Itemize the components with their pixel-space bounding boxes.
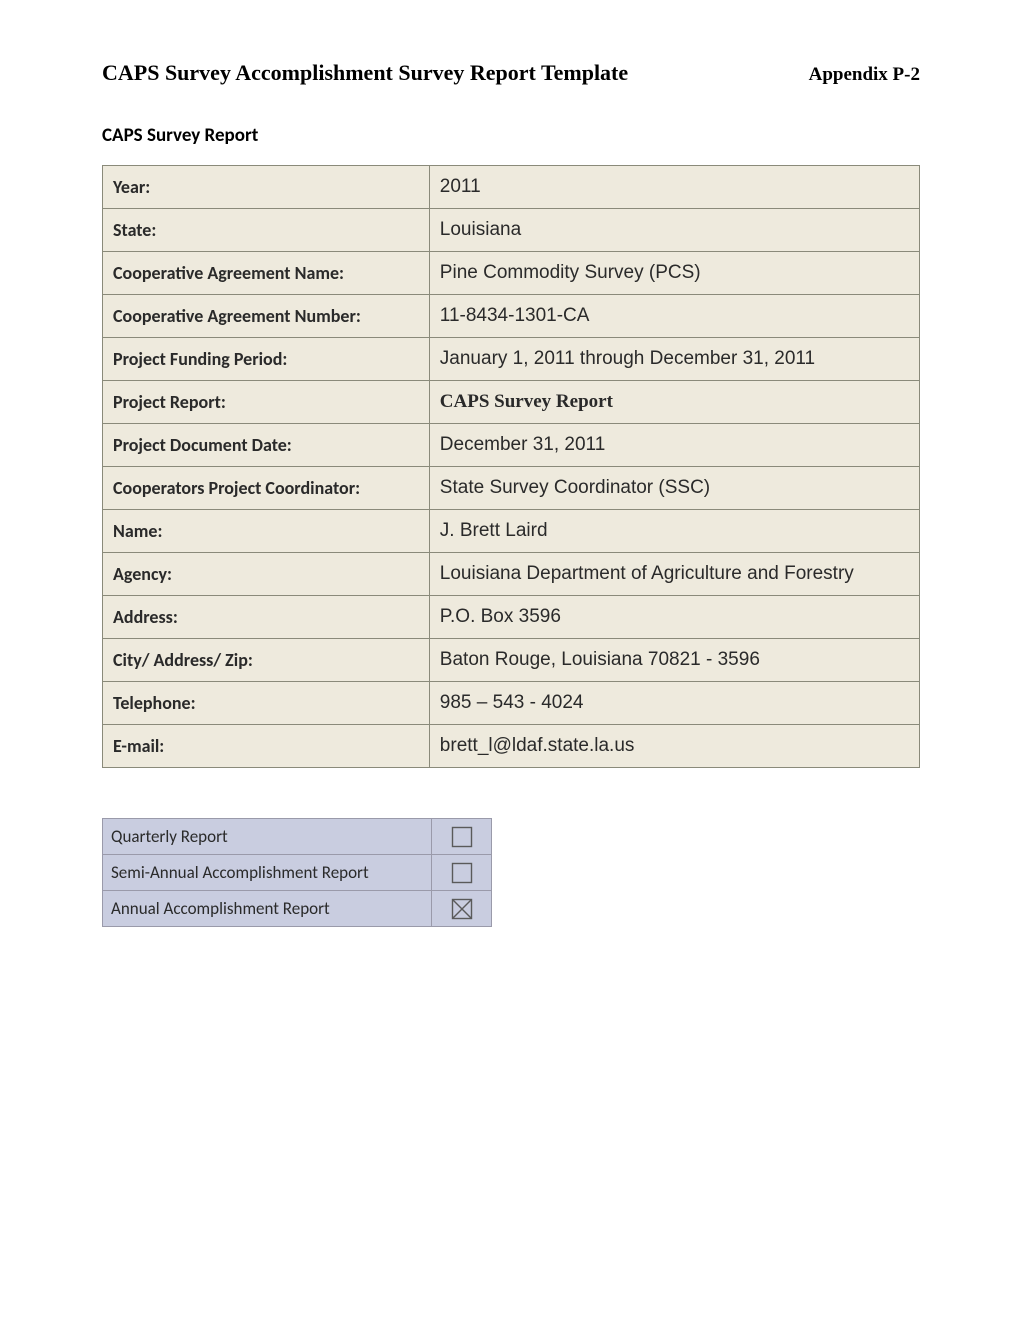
info-value: Louisiana Department of Agriculture and …	[429, 553, 919, 596]
info-label: Agency:	[103, 553, 430, 596]
info-label: Project Report:	[103, 381, 430, 424]
report-type-checkbox-cell[interactable]	[432, 855, 492, 891]
table-row: Cooperative Agreement Name:Pine Commodit…	[103, 252, 920, 295]
table-row: Quarterly Report	[103, 819, 492, 855]
checkbox-unchecked-icon	[451, 826, 473, 848]
info-value: CAPS Survey Report	[429, 381, 919, 424]
info-value: Pine Commodity Survey (PCS)	[429, 252, 919, 295]
info-label: Telephone:	[103, 682, 430, 725]
info-label: Cooperators Project Coordinator:	[103, 467, 430, 510]
info-value: brett_l@ldaf.state.la.us	[429, 725, 919, 768]
info-value: P.O. Box 3596	[429, 596, 919, 639]
report-type-table: Quarterly ReportSemi-Annual Accomplishme…	[102, 818, 492, 927]
report-type-label: Annual Accomplishment Report	[103, 891, 432, 927]
table-row: Name:J. Brett Laird	[103, 510, 920, 553]
report-type-label: Semi-Annual Accomplishment Report	[103, 855, 432, 891]
info-value: 2011	[429, 166, 919, 209]
info-value: Baton Rouge, Louisiana 70821 - 3596	[429, 639, 919, 682]
table-row: Annual Accomplishment Report	[103, 891, 492, 927]
info-label: Address:	[103, 596, 430, 639]
info-value: 11-8434-1301-CA	[429, 295, 919, 338]
info-value: Louisiana	[429, 209, 919, 252]
report-type-label: Quarterly Report	[103, 819, 432, 855]
table-row: Project Funding Period:January 1, 2011 t…	[103, 338, 920, 381]
table-row: Agency:Louisiana Department of Agricultu…	[103, 553, 920, 596]
info-value: 985 – 543 - 4024	[429, 682, 919, 725]
checkbox-checked-icon	[451, 898, 473, 920]
table-row: Cooperative Agreement Number:11-8434-130…	[103, 295, 920, 338]
info-label: Name:	[103, 510, 430, 553]
info-label: Cooperative Agreement Number:	[103, 295, 430, 338]
report-type-checkbox-cell[interactable]	[432, 891, 492, 927]
table-row: Project Document Date:December 31, 2011	[103, 424, 920, 467]
info-value: December 31, 2011	[429, 424, 919, 467]
report-type-checkbox-cell[interactable]	[432, 819, 492, 855]
table-row: City/ Address/ Zip:Baton Rouge, Louisian…	[103, 639, 920, 682]
table-row: Cooperators Project Coordinator:State Su…	[103, 467, 920, 510]
table-row: Address:P.O. Box 3596	[103, 596, 920, 639]
section-heading: CAPS Survey Report	[102, 124, 920, 147]
info-value: State Survey Coordinator (SSC)	[429, 467, 919, 510]
appendix-label: Appendix P-2	[809, 64, 920, 86]
document-header: CAPS Survey Accomplishment Survey Report…	[102, 60, 920, 86]
info-label: Cooperative Agreement Name:	[103, 252, 430, 295]
info-label: E-mail:	[103, 725, 430, 768]
table-row: Project Report:CAPS Survey Report	[103, 381, 920, 424]
info-label: Year:	[103, 166, 430, 209]
table-row: Telephone:985 – 543 - 4024	[103, 682, 920, 725]
info-value: J. Brett Laird	[429, 510, 919, 553]
info-label: State:	[103, 209, 430, 252]
document-title: CAPS Survey Accomplishment Survey Report…	[102, 60, 628, 86]
table-row: Year:2011	[103, 166, 920, 209]
info-label: City/ Address/ Zip:	[103, 639, 430, 682]
info-label: Project Funding Period:	[103, 338, 430, 381]
info-value: January 1, 2011 through December 31, 201…	[429, 338, 919, 381]
table-row: E-mail:brett_l@ldaf.state.la.us	[103, 725, 920, 768]
info-label: Project Document Date:	[103, 424, 430, 467]
table-row: State:Louisiana	[103, 209, 920, 252]
info-table: Year:2011State:LouisianaCooperative Agre…	[102, 165, 920, 768]
checkbox-unchecked-icon	[451, 862, 473, 884]
table-row: Semi-Annual Accomplishment Report	[103, 855, 492, 891]
